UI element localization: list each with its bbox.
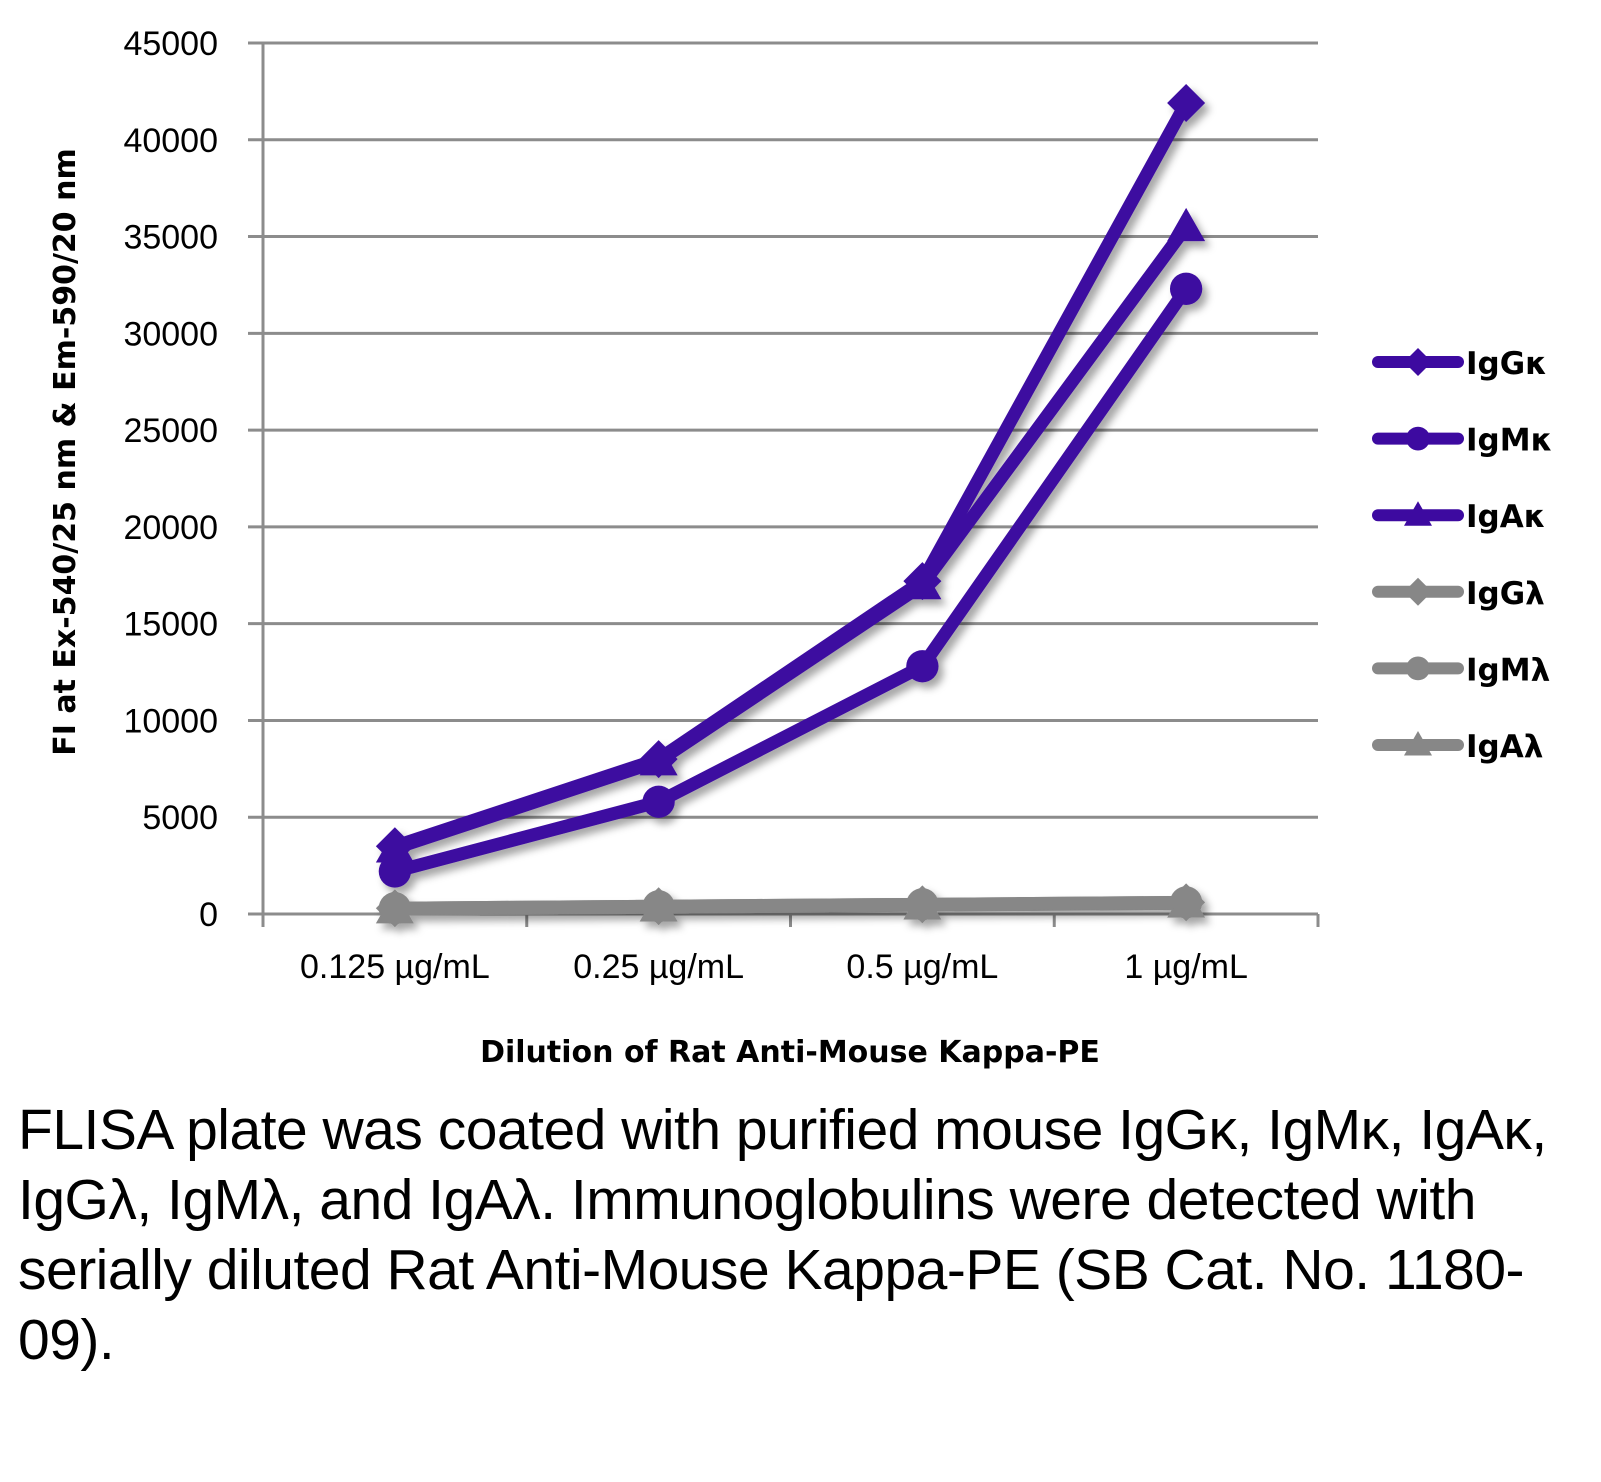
data-point-diamond [1167, 883, 1206, 922]
data-point-diamond [375, 889, 414, 928]
figure-caption: FLISA plate was coated with purified mou… [18, 1098, 1547, 1372]
legend: IgGκ IgMκ IgAκ IgGλ IgMλ IgAλ [1372, 346, 1553, 765]
axes [248, 43, 1320, 927]
series-group [375, 84, 1206, 928]
legend-item: IgGκ [1372, 346, 1547, 382]
legend-item: IgMλ [1372, 652, 1550, 688]
y-tick-label: 15000 [123, 606, 218, 644]
data-point-circle [378, 855, 412, 888]
series-line [388, 895, 1193, 915]
legend-marker-triangle [1404, 731, 1432, 756]
y-tick-label: 20000 [123, 509, 218, 547]
x-tick-label: 0.25 µg/mL [573, 948, 744, 986]
y-tick-label: 35000 [123, 219, 218, 257]
x-tick-labels: 0.125 µg/mL 0.25 µg/mL 0.5 µg/mL 1 µg/mL [300, 948, 1248, 986]
legend-label: IgMκ [1466, 423, 1553, 459]
legend-item: IgAκ [1372, 499, 1546, 535]
series-IgGλ [375, 883, 1206, 928]
data-point-circle [1169, 272, 1203, 305]
x-tick-label: 1 µg/mL [1124, 948, 1248, 986]
gridlines [248, 41, 1318, 819]
legend-marker-triangle [1404, 501, 1432, 526]
x-tick-label: 0.125 µg/mL [300, 948, 490, 986]
data-point-diamond [639, 887, 678, 926]
legend-marker-diamond [1404, 348, 1432, 376]
y-tick-label: 30000 [123, 315, 218, 353]
series-IgMκ [378, 272, 1203, 888]
legend-label: IgAκ [1466, 499, 1546, 535]
data-point-circle [906, 650, 939, 683]
legend-label: IgGκ [1466, 346, 1547, 382]
y-tick-label: 5000 [142, 799, 218, 837]
y-axis-title: FI at Ex-540/25 nm & Em-590/20 nm [48, 148, 83, 755]
legend-label: IgGλ [1466, 576, 1545, 612]
series-line [388, 96, 1193, 853]
legend-item: IgAλ [1372, 729, 1543, 765]
legend-label: IgMλ [1466, 652, 1550, 688]
line-chart: 0 5000 10000 15000 20000 25000 30000 35000 40000… [48, 25, 1553, 1070]
data-point-diamond [1167, 84, 1206, 123]
legend-marker-diamond [1404, 577, 1432, 606]
y-tick-labels: 0 5000 10000 15000 20000 25000 30000 35000 40000… [123, 25, 218, 934]
y-tick-label: 0 [199, 896, 218, 934]
legend-item: IgMκ [1372, 423, 1553, 459]
y-tick-label: 40000 [123, 122, 218, 160]
legend-item: IgGλ [1372, 576, 1545, 612]
legend-label: IgAλ [1466, 729, 1543, 765]
data-point-diamond [903, 562, 942, 601]
data-point-diamond [903, 885, 942, 924]
y-tick-label: 10000 [123, 702, 218, 740]
x-tick-label: 0.5 µg/mL [846, 948, 998, 986]
data-point-triangle [1167, 207, 1206, 242]
series-line [388, 282, 1193, 878]
y-tick-label: 25000 [123, 412, 218, 450]
legend-marker-circle [1406, 656, 1430, 681]
legend-marker-circle [1406, 426, 1430, 451]
series-IgGκ [375, 84, 1206, 866]
data-point-diamond [639, 740, 678, 779]
data-point-diamond [375, 827, 414, 866]
x-axis-title: Dilution of Rat Anti-Mouse Kappa-PE [480, 1035, 1100, 1070]
y-tick-label: 45000 [123, 25, 218, 63]
data-point-circle [642, 785, 675, 818]
